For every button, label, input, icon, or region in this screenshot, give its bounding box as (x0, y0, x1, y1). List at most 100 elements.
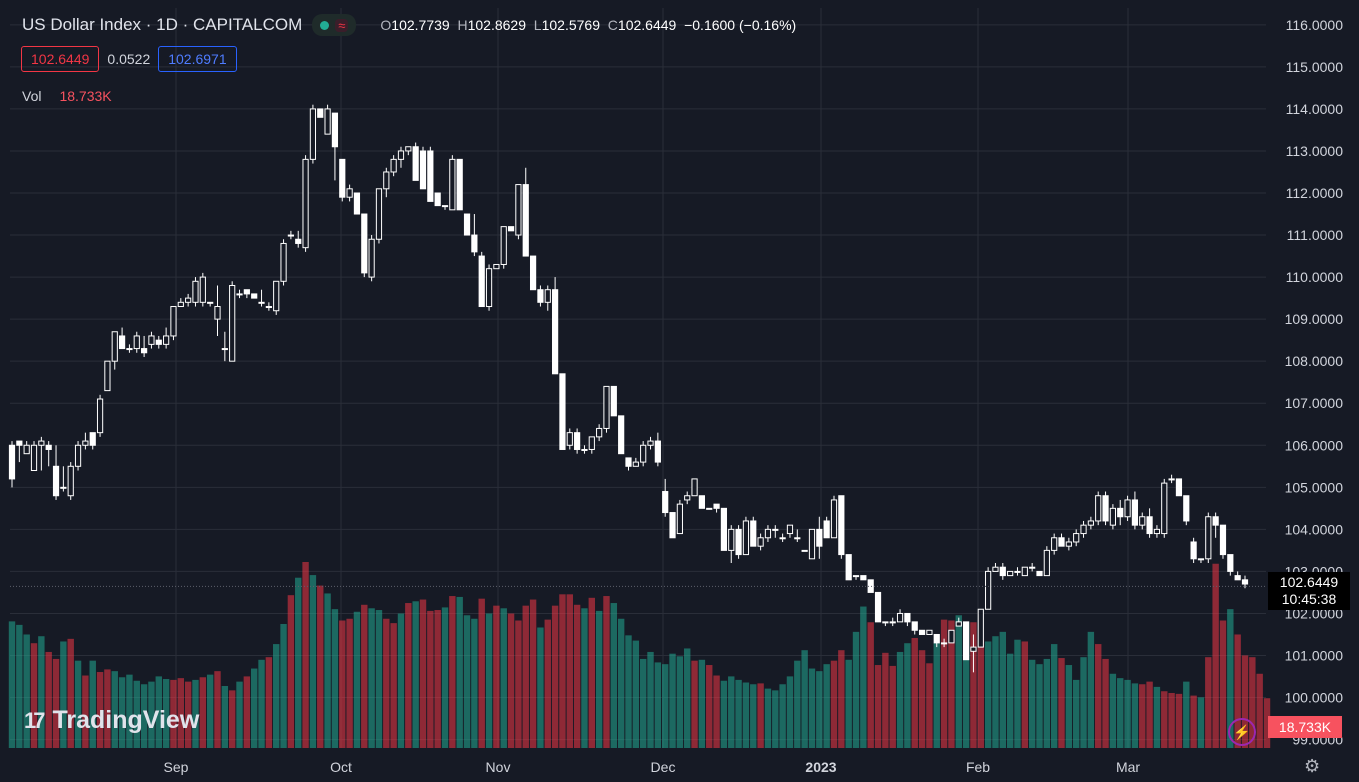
candle-body (449, 158, 456, 211)
tradingview-logo[interactable]: 17 TradingView (24, 706, 199, 735)
volume-bar (148, 681, 155, 748)
candle-body (574, 432, 581, 450)
candle-body (552, 289, 559, 375)
sell-price-button[interactable]: 102.6449 (21, 46, 100, 72)
candle-body (963, 621, 970, 661)
candle-body (515, 184, 522, 236)
buy-price-button[interactable]: 102.6971 (158, 46, 237, 72)
candle-body (133, 335, 140, 350)
candle-body (654, 440, 661, 463)
volume-bar (566, 594, 573, 748)
candle-body (185, 297, 192, 303)
volume-bar (96, 672, 104, 748)
volume-bar (706, 665, 713, 748)
volume-bar (1190, 695, 1197, 748)
candle-body (295, 238, 302, 244)
volume-bar (331, 609, 339, 748)
volume-bar (970, 622, 977, 748)
volume-bar (522, 605, 529, 748)
candle-body (735, 528, 742, 556)
market-status-pill[interactable]: ≈ (312, 14, 357, 36)
volume-bar (728, 676, 735, 748)
volume-bar (353, 611, 361, 748)
candle-body (1197, 558, 1205, 561)
gear-icon[interactable]: ⚙ (1304, 756, 1321, 776)
candle-body (882, 621, 889, 624)
volume-bar (750, 684, 757, 748)
candle-body (559, 373, 566, 450)
volume-bar (206, 674, 214, 748)
candle-body (148, 335, 155, 345)
candle-body (794, 537, 801, 540)
volume-bar (507, 613, 515, 748)
volume-bar (816, 671, 823, 748)
volume-bar (1095, 644, 1102, 748)
x-tick-label: Sep (164, 759, 189, 775)
volume-bar (1043, 658, 1051, 748)
candle-body (441, 205, 449, 208)
symbol-title[interactable]: US Dollar Index · 1D · CAPITALCOM (22, 15, 303, 34)
volume-bar (1058, 658, 1065, 748)
candle-body (1029, 566, 1036, 569)
volume-bar (984, 641, 992, 748)
candle-body (1021, 566, 1028, 577)
volume-bar (860, 606, 867, 748)
volume-bar (23, 634, 30, 748)
volume-bar (250, 668, 258, 748)
y-tick-label: 109.0000 (1285, 311, 1344, 327)
candle-body (74, 444, 82, 467)
candle-body (1014, 570, 1021, 573)
volume-bar (471, 618, 478, 748)
candle-body (529, 255, 537, 291)
y-tick-label: 115.0000 (1286, 59, 1344, 75)
candle-body (581, 448, 588, 451)
candle-body (1219, 524, 1227, 556)
tradingview-logo-icon: 17 (24, 707, 46, 733)
low-value: 102.5769 (541, 17, 600, 33)
volume-price-tag: 18.733K (1268, 716, 1342, 738)
volume-bar (45, 651, 52, 748)
candle-body (662, 491, 669, 514)
volume-legend[interactable]: Vol 18.733K (22, 88, 112, 104)
candle-body (625, 457, 632, 467)
volume-bar (764, 688, 772, 748)
candle-body (1080, 524, 1087, 535)
candle-body (324, 108, 331, 135)
candle-body (1161, 482, 1168, 535)
volume-bar (60, 641, 67, 748)
candle-body (1102, 495, 1109, 522)
candle-body (838, 495, 845, 556)
volume-label: Vol (22, 88, 42, 104)
candle-body (610, 385, 617, 417)
volume-bar (478, 598, 485, 748)
volume-bar (794, 660, 801, 748)
candle-body (118, 335, 126, 350)
volume-bar (1234, 634, 1241, 748)
candle-body (1051, 537, 1058, 551)
lightning-icon[interactable]: ⚡ (1228, 718, 1256, 746)
candle-body (207, 301, 214, 304)
volume-bar (16, 624, 23, 748)
candle-body (1117, 507, 1124, 518)
volume-bar (1036, 664, 1043, 748)
candle-body (1227, 554, 1234, 572)
candle-body (522, 184, 529, 257)
high-value: 102.8629 (467, 17, 527, 33)
candle-body (104, 360, 111, 392)
last-price-tag: 102.6449 10:45:38 (1268, 572, 1350, 610)
candle-body (918, 629, 926, 635)
candle-body (383, 171, 390, 190)
volume-bar (720, 680, 728, 748)
volume-bar (1028, 659, 1036, 748)
close-label: C (607, 17, 618, 33)
candle-body (1146, 516, 1153, 535)
market-open-dot-icon (320, 20, 330, 30)
bid-ask-row: 102.6449 0.0522 102.6971 (21, 46, 237, 72)
candle-body (1153, 528, 1161, 535)
open-value: 102.7739 (391, 17, 450, 33)
candle-body (346, 188, 353, 198)
candle-body (764, 528, 772, 539)
candle-body (1043, 549, 1050, 577)
